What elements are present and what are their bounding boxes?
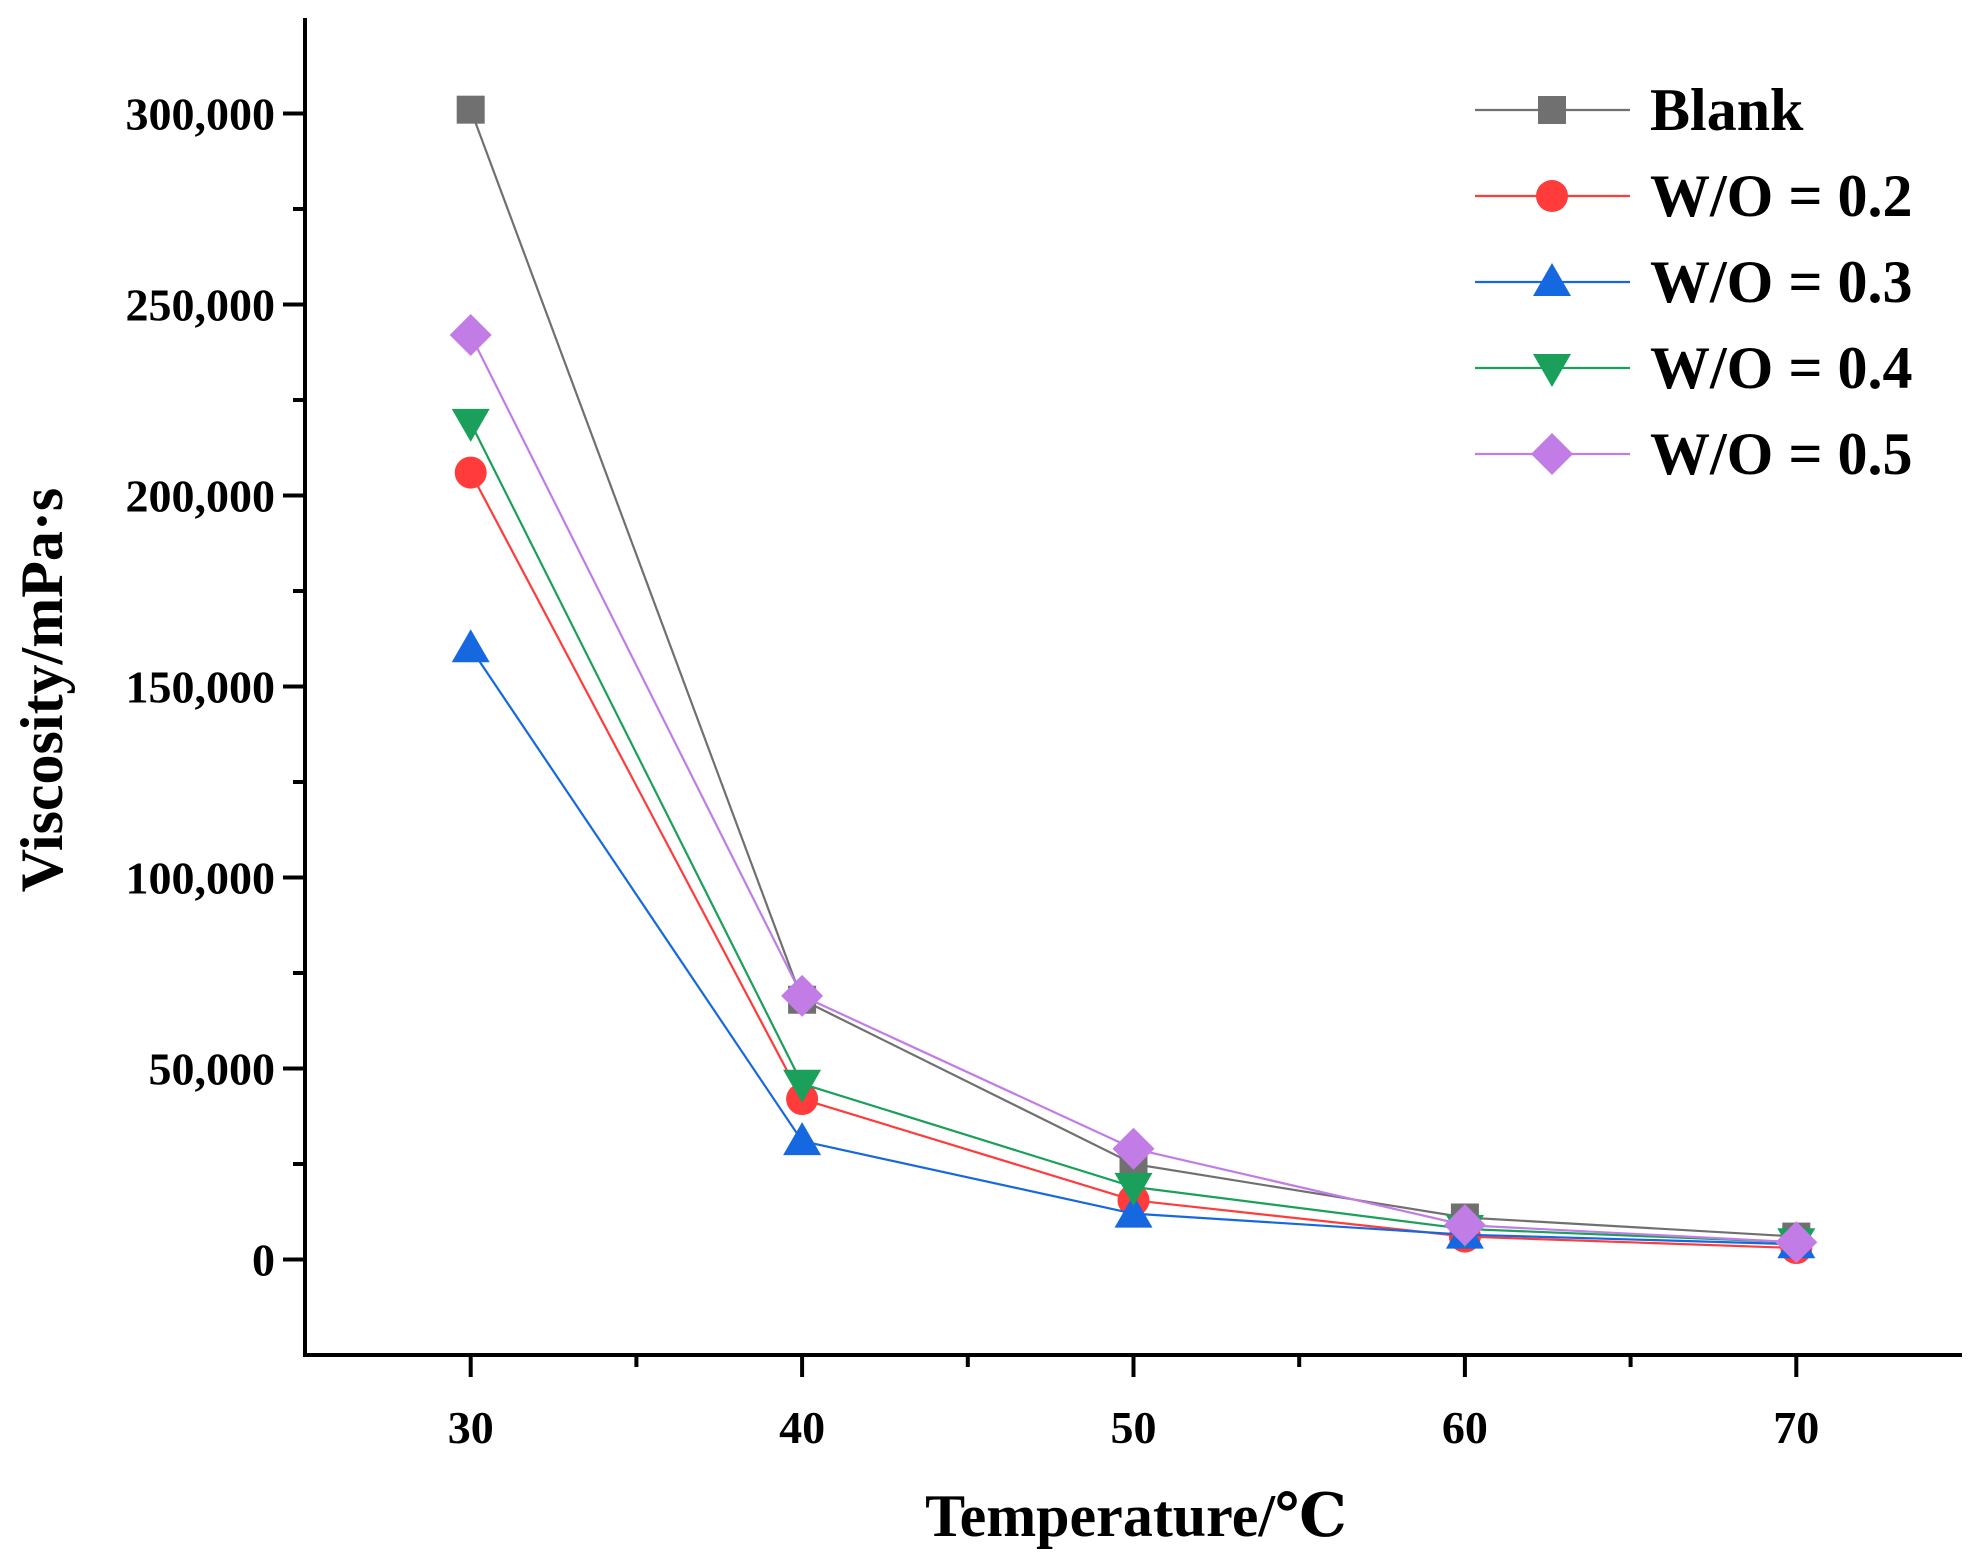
legend-entry: W/O = 0.5 [1475,421,1913,487]
series-4 [449,314,1818,1264]
data-point [1443,1204,1486,1247]
legend-entry: Blank [1475,77,1804,143]
x-tick-label: 40 [779,1402,825,1453]
y-tick-label: 200,000 [126,471,276,522]
data-point [1112,1127,1155,1170]
y-tick-label: 150,000 [126,662,276,713]
data-point [451,629,490,663]
series-0 [456,95,1811,1251]
data-point [783,1122,822,1156]
legend-label: W/O = 0.4 [1650,335,1913,401]
data-point [454,456,487,489]
legend-entry: W/O = 0.2 [1475,163,1913,229]
legend-entry: W/O = 0.3 [1475,249,1913,315]
legend-label: Blank [1650,77,1804,143]
y-axis-title: Viscosity/mPa·s [9,488,75,892]
data-point [449,314,492,357]
legend-label: W/O = 0.5 [1650,421,1913,487]
data-point [451,408,490,442]
legend-marker [1538,96,1566,124]
series-line [469,334,1797,1244]
y-tick-label: 50,000 [149,1044,276,1095]
y-tick-label: 0 [252,1235,275,1286]
legend: Blank W/O = 0.2 W/O = 0.3 W/O = 0.4 W/O = 0.… [1475,77,1913,487]
series-layer [449,95,1818,1265]
data-point [456,95,485,124]
legend-marker [1533,354,1571,387]
y-tick-label: 100,000 [126,853,276,904]
legend-marker [1531,433,1573,475]
data-point [1114,1172,1153,1206]
x-axis-title: Temperature/℃ [925,1483,1347,1549]
legend-label: W/O = 0.3 [1650,249,1913,315]
legend-marker [1533,263,1571,296]
legend-marker [1536,180,1568,212]
data-point [1114,1194,1153,1228]
x-tick-label: 50 [1111,1402,1157,1453]
y-tick-label: 250,000 [126,280,276,331]
series-line [469,422,1797,1244]
data-point [781,974,824,1017]
x-tick-label: 60 [1442,1402,1488,1453]
y-tick-label: 300,000 [126,89,276,140]
series-line [469,109,1797,1238]
x-tick-label: 70 [1773,1402,1819,1453]
data-point [1775,1221,1818,1264]
legend-label: W/O = 0.2 [1650,163,1913,229]
axes: 0 50,000 100,000 150,000 200,000 250,000 300,0… [126,18,1962,1453]
x-tick-label: 30 [448,1402,494,1453]
data-point [783,1069,822,1103]
legend-entry: W/O = 0.4 [1475,335,1913,401]
